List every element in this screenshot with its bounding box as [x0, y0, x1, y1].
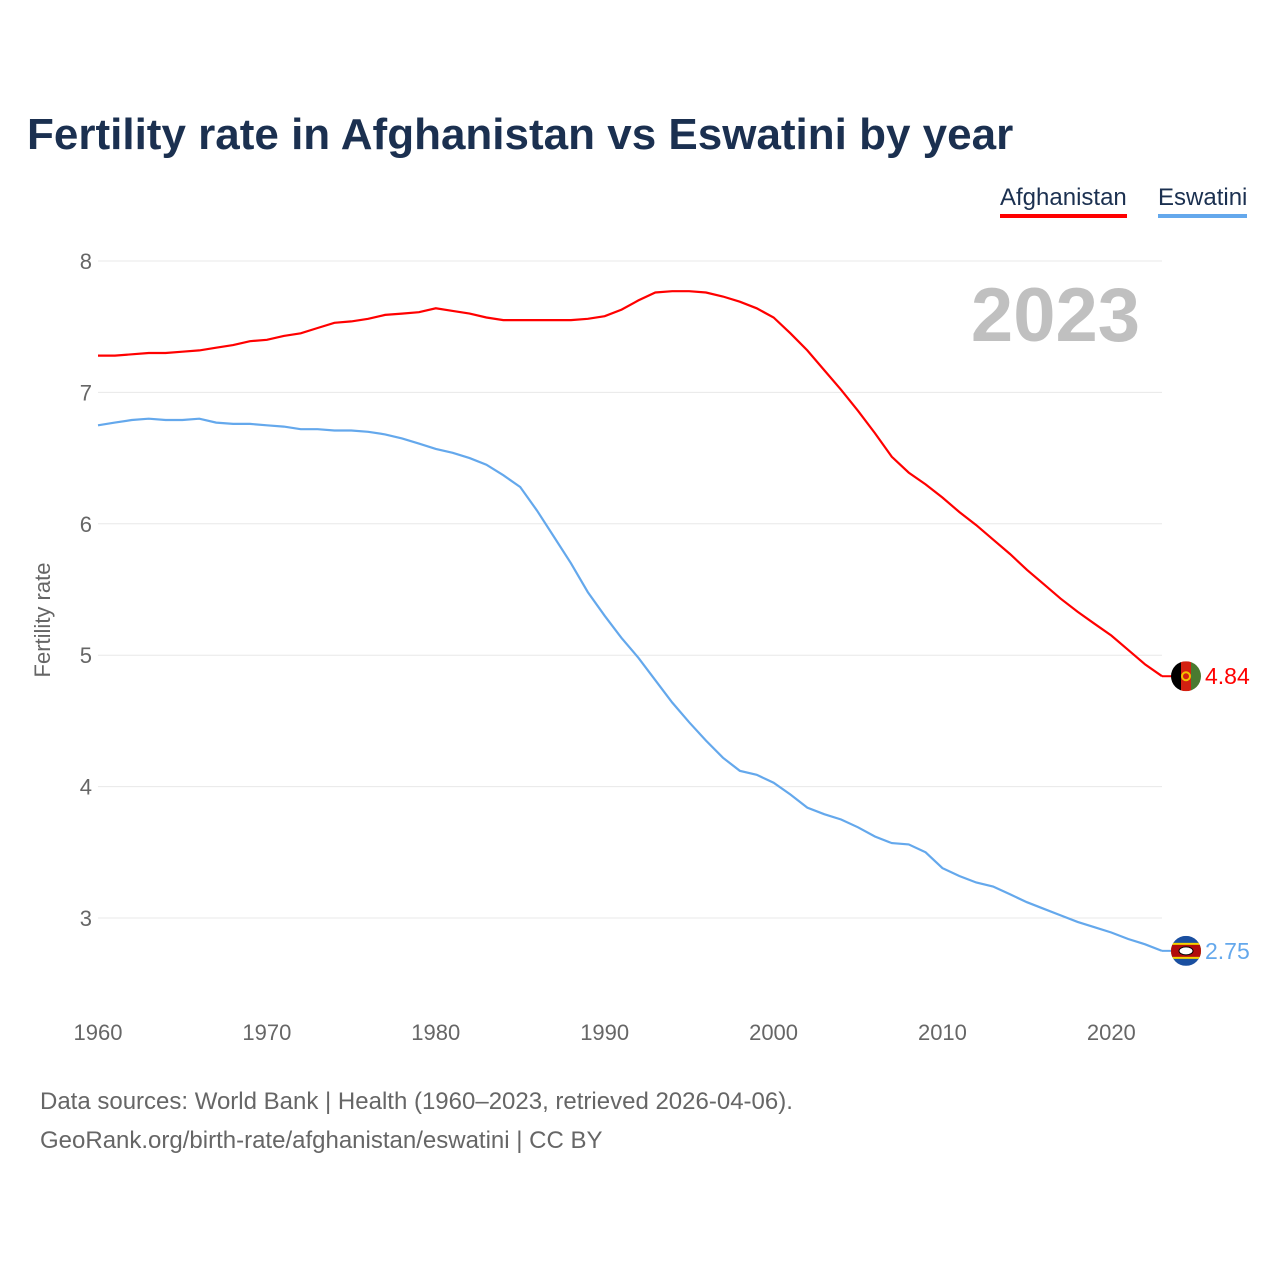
flag-stripe [1181, 661, 1191, 692]
series-line-afghanistan [98, 290, 1163, 678]
y-tick-label: 3 [80, 906, 92, 931]
x-tick-label: 2010 [918, 1020, 967, 1045]
x-tick-label: 1990 [580, 1020, 629, 1045]
flag-shield [1178, 946, 1194, 956]
x-tick-label: 2000 [749, 1020, 798, 1045]
eswatini-flag-icon [1171, 935, 1201, 966]
x-tick-label: 1960 [74, 1020, 123, 1045]
y-tick-label: 4 [80, 775, 92, 800]
flag-body [1171, 935, 1201, 966]
x-tick-label: 1980 [411, 1020, 460, 1045]
legend-afghanistan[interactable]: Afghanistan [1000, 184, 1127, 218]
afghanistan-flag-icon [1171, 661, 1201, 692]
y-tick-label: 8 [80, 249, 92, 274]
end-value-label: 2.75 [1205, 938, 1250, 964]
series-line-eswatini [97, 417, 1163, 952]
flag-emblem [1181, 671, 1191, 682]
end-value-label: 4.84 [1205, 663, 1250, 689]
legend-eswatini[interactable]: Eswatini [1158, 184, 1248, 218]
flag-body [1171, 661, 1201, 692]
y-tick-label: 5 [80, 643, 92, 668]
y-tick-label: 6 [80, 512, 92, 537]
footer-link[interactable]: GeoRank.org/birth-rate/afghanistan/eswat… [40, 1127, 603, 1154]
flag-stripe [1171, 661, 1181, 692]
y-tick-label: 7 [80, 380, 92, 405]
x-tick-label: 1970 [242, 1020, 291, 1045]
footer-sources: Data sources: World Bank | Health (1960–… [40, 1088, 793, 1115]
year-label: 2023 [971, 273, 1140, 358]
chart-title: Fertility rate in Afghanistan vs Eswatin… [27, 110, 1014, 159]
flag-stripe [1191, 661, 1201, 692]
x-tick-label: 2020 [1087, 1020, 1136, 1045]
y-axis-label: Fertility rate [30, 563, 55, 678]
